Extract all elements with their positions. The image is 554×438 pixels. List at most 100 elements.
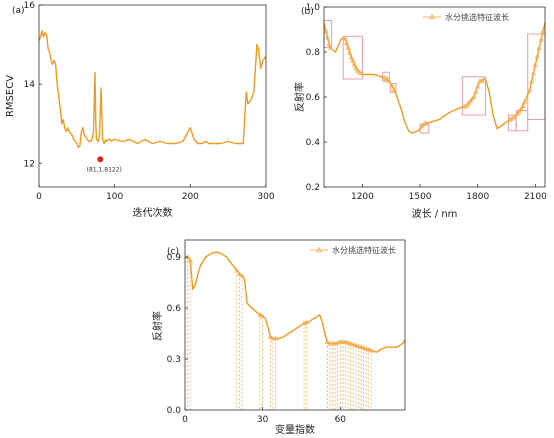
feature-marker-47 <box>534 53 541 59</box>
y-axis-label: 反射率 <box>151 311 164 341</box>
feature-marker-8 <box>267 334 274 339</box>
feature-marker-3 <box>326 41 332 47</box>
feature-marker-28 <box>363 345 369 351</box>
y-tick-label-3: 16 <box>24 1 36 11</box>
feature-marker-36 <box>508 116 515 121</box>
x-axis-label: 迭代次数 <box>133 206 173 219</box>
feature-marker-9 <box>348 54 355 60</box>
x-tick-label-2: 30 <box>257 415 269 425</box>
plot-frame <box>323 6 546 188</box>
feature-marker-6 <box>257 311 263 317</box>
feature-box-8 <box>515 110 529 132</box>
legend-swatch-marker <box>428 13 436 20</box>
panel-label: (a) <box>12 6 25 16</box>
feature-marker-43 <box>526 87 533 93</box>
x-axis-label: 变量指数 <box>275 423 315 436</box>
x-tick-label-2: 100 <box>106 192 123 202</box>
chart-panel-1: 0 100 200 300 12 14 16 迭代次数 RMSECV (a) (81,1.8122) <box>5 1 275 219</box>
feature-marker-29 <box>365 346 372 352</box>
feature-marker-15 <box>357 70 364 75</box>
feature-marker-30 <box>368 347 375 353</box>
feature-marker-20 <box>342 339 349 344</box>
feature-marker-33 <box>478 77 485 83</box>
y-tick-label-3: 0.6 <box>167 304 182 314</box>
feature-marker-27 <box>360 345 367 350</box>
feature-marker-10 <box>272 335 279 341</box>
feature-marker-13 <box>324 339 331 344</box>
feature-marker-22 <box>347 340 354 346</box>
feature-marker-29 <box>471 94 477 99</box>
feature-marker-10 <box>350 58 356 63</box>
feature-marker-4 <box>327 45 334 51</box>
feature-marker-30 <box>473 88 479 94</box>
y-tick-label-1: 0.0 <box>167 406 182 416</box>
y-tick-label-2: 14 <box>24 80 36 90</box>
feature-marker-40 <box>518 106 524 112</box>
feature-box-9 <box>527 33 546 120</box>
feature-marker-24 <box>353 342 359 348</box>
feature-marker-23 <box>350 341 357 347</box>
x-tick-label-3: 60 <box>335 415 347 425</box>
feature-marker-18 <box>385 77 392 83</box>
feature-marker-49 <box>538 36 544 42</box>
feature-marker-19 <box>389 83 396 89</box>
x-tick-label-4: 2100 <box>524 192 547 202</box>
feature-marker-4 <box>236 271 243 276</box>
feature-marker-17 <box>383 75 390 81</box>
y-tick-label-4: 0.9 <box>167 253 182 263</box>
feature-marker-12 <box>303 319 310 325</box>
feature-marker-2 <box>324 34 331 40</box>
x-tick-label-1: 0 <box>182 415 188 425</box>
feature-marker-2 <box>187 257 193 263</box>
legend-label: 水分挑选特征波长 <box>445 12 509 22</box>
feature-marker-50 <box>540 28 546 34</box>
x-tick-label-3: 1800 <box>466 192 489 202</box>
feature-box-2 <box>342 35 363 80</box>
plot-frame <box>184 239 406 411</box>
y-tick-label-5: 1.0 <box>306 3 321 13</box>
feature-marker-7 <box>259 313 266 319</box>
feature-marker-1 <box>323 28 329 33</box>
feature-marker-32 <box>476 78 483 84</box>
feature-marker-48 <box>536 45 543 51</box>
feature-box-6 <box>461 76 486 116</box>
y-axis-label: RMSECV <box>5 75 16 117</box>
feature-marker-22 <box>421 121 427 126</box>
x-tick-label-1: 0 <box>36 192 42 202</box>
x-axis-label: 波长 / nm <box>412 207 458 220</box>
y-tick-label-1: 0.2 <box>306 183 320 193</box>
feature-marker-6 <box>343 40 350 46</box>
panel-label: (b) <box>301 7 314 17</box>
y-tick-label-2: 0.4 <box>306 138 321 148</box>
y-tick-label-4: 0.8 <box>306 48 321 58</box>
feature-marker-21 <box>345 339 351 345</box>
feature-marker-5 <box>239 272 245 278</box>
series-line <box>38 30 267 149</box>
highlight-point-label: (81,1.8122) <box>87 166 122 173</box>
feature-marker-23 <box>423 120 429 126</box>
chart-panel-3: 0 30 60 0.0 0.3 0.6 0.9 变量指数 反射率 (c) 水分挑选特征波长 <box>151 239 406 436</box>
feature-marker-8 <box>346 50 353 55</box>
x-tick-label-1: 1200 <box>351 192 374 202</box>
feature-marker-46 <box>532 62 539 67</box>
legend-label: 水分挑选特征波长 <box>332 245 396 255</box>
feature-marker-44 <box>528 78 535 84</box>
x-tick-label-2: 1500 <box>409 192 432 202</box>
feature-marker-11 <box>351 61 358 67</box>
series-line <box>323 22 546 134</box>
y-axis-label: 反射率 <box>293 82 306 112</box>
feature-marker-31 <box>474 83 481 89</box>
legend-swatch-marker <box>315 246 323 253</box>
feature-marker-34 <box>480 76 487 82</box>
feature-marker-26 <box>358 344 364 350</box>
highlight-point <box>97 156 104 163</box>
chart-panel-2: 1200 1500 1800 2100 0.2 0.4 0.6 0.8 1.0 波长 / nm 反射… <box>293 3 547 220</box>
x-tick-label-4: 300 <box>257 192 274 202</box>
plot-frame <box>38 4 267 188</box>
feature-marker-20 <box>391 87 397 93</box>
x-tick-label-3: 200 <box>182 192 199 202</box>
feature-marker-37 <box>510 114 517 120</box>
feature-marker-25 <box>355 343 362 349</box>
feature-marker-42 <box>522 98 528 104</box>
